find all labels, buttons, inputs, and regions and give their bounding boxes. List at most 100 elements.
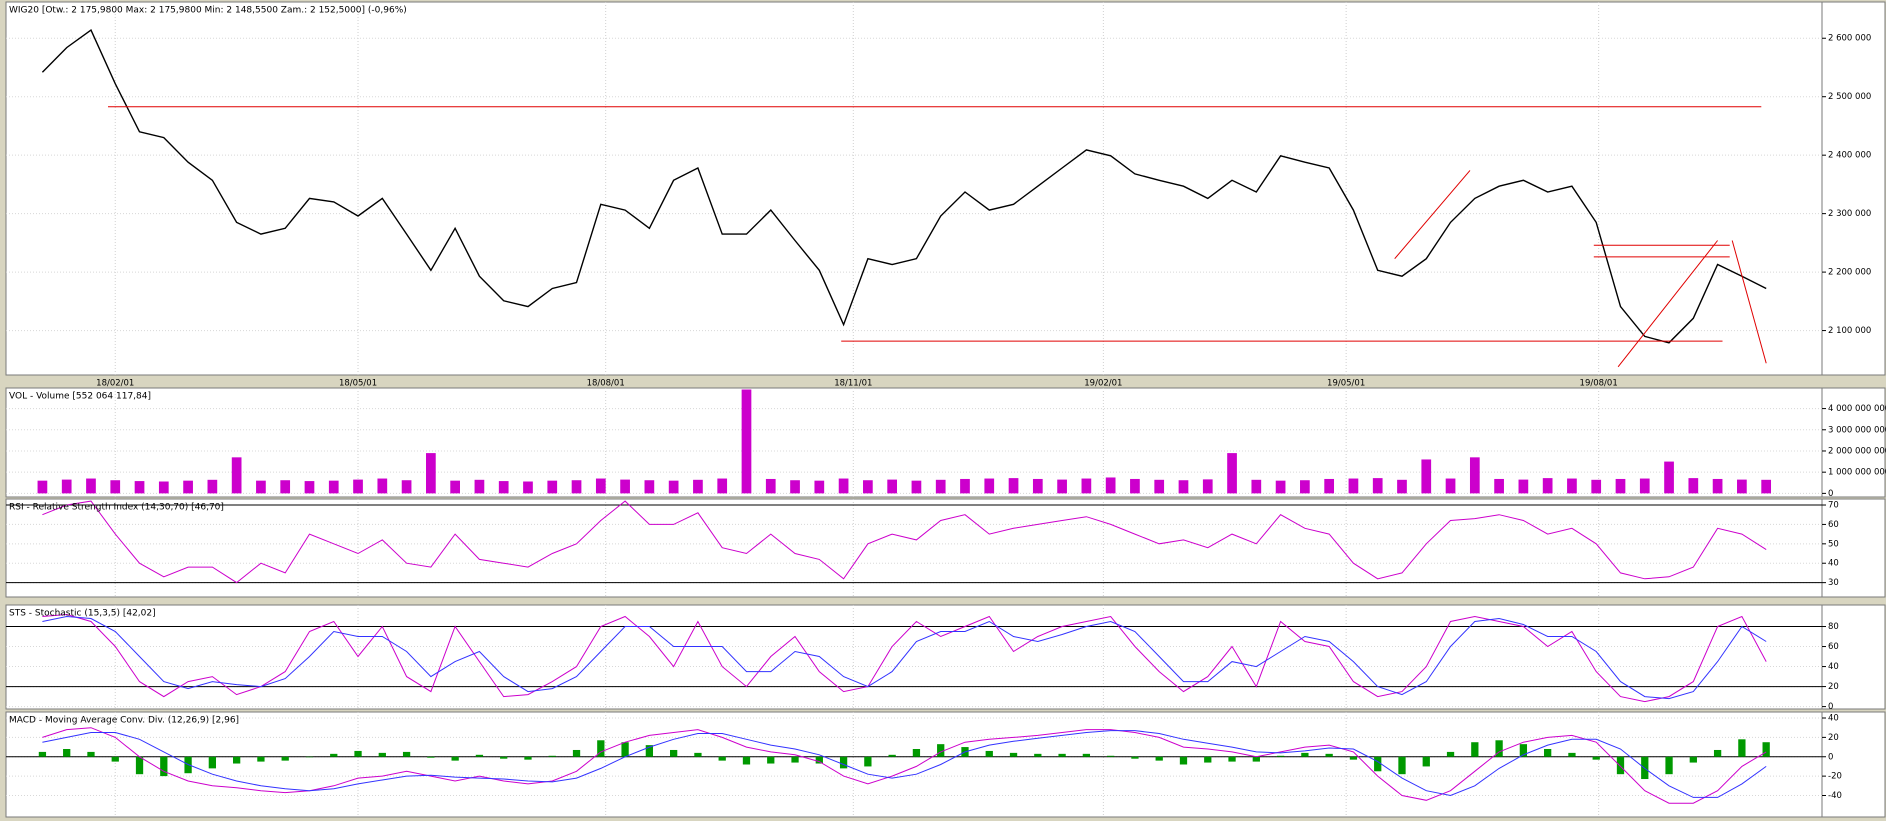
histogram-bar — [864, 756, 872, 767]
y-tick-label: 80 — [1828, 622, 1839, 632]
panel — [5, 1, 1823, 376]
histogram-bar — [767, 756, 775, 764]
histogram-bar — [1689, 756, 1697, 763]
histogram-bar — [815, 756, 823, 764]
x-tick-label: 18/05/01 — [339, 379, 377, 389]
histogram-bar — [1762, 742, 1770, 757]
histogram-bar — [427, 756, 435, 758]
panel-title: STS - Stochastic (15,3,5) [42,02] — [9, 609, 156, 619]
histogram-bar — [1349, 756, 1358, 760]
volume-bar — [863, 480, 873, 494]
histogram-bar — [1665, 756, 1673, 775]
volume-bar — [1397, 479, 1407, 494]
histogram-bar — [742, 756, 751, 765]
volume-bar — [1712, 478, 1723, 494]
histogram-bar — [718, 756, 726, 761]
axis-area — [1821, 604, 1886, 710]
volume-bar — [1300, 480, 1310, 494]
panel — [5, 711, 1823, 818]
histogram-bar — [135, 756, 144, 775]
volume-bar — [183, 480, 193, 494]
histogram-bar — [912, 749, 921, 757]
histogram-bar — [1471, 742, 1479, 757]
y-tick-label: 40 — [1828, 662, 1839, 672]
y-tick-label: 40 — [1828, 714, 1839, 724]
volume-bar — [1518, 479, 1529, 494]
volume-bar — [110, 480, 121, 494]
histogram-bar — [354, 750, 362, 757]
volume-bar — [1591, 479, 1602, 494]
histogram-bar — [475, 754, 484, 757]
x-tick-label: 18/08/01 — [587, 379, 625, 389]
volume-bar — [1008, 478, 1019, 494]
volume-bar — [1445, 478, 1456, 494]
y-tick-label: 0 — [1828, 702, 1833, 712]
volume-bar — [547, 480, 558, 494]
histogram-bar — [1713, 749, 1722, 757]
histogram-bar — [330, 753, 338, 757]
histogram-bar — [281, 756, 289, 761]
series-line — [42, 727, 1767, 804]
panel — [5, 604, 1823, 710]
y-tick-label: 0 — [1828, 489, 1833, 499]
volume-bar — [1761, 479, 1772, 494]
histogram-bar — [500, 756, 508, 759]
trend-line — [1617, 240, 1718, 368]
histogram-bar — [1398, 756, 1406, 775]
volume-bar — [134, 481, 145, 494]
volume-bar — [1275, 480, 1286, 494]
volume-bar — [1251, 479, 1262, 494]
histogram-bar — [1082, 753, 1091, 757]
volume-bar — [1348, 478, 1359, 494]
volume-bar — [86, 478, 96, 494]
volume-bar — [1469, 457, 1480, 494]
x-tick-label: 19/02/01 — [1084, 379, 1122, 389]
y-tick-label: 2 300 000 — [1828, 209, 1871, 219]
histogram-bar — [791, 756, 799, 763]
y-tick-label: 20 — [1828, 682, 1839, 692]
volume-bar — [280, 480, 291, 494]
volume-bar — [717, 478, 728, 494]
x-tick-label: 18/11/01 — [834, 379, 872, 389]
volume-bar — [1324, 478, 1335, 494]
volume-bar — [61, 479, 72, 494]
y-tick-label: -40 — [1828, 791, 1842, 801]
histogram-bar — [1276, 755, 1285, 757]
volume-bar — [887, 479, 898, 494]
histogram-bar — [1495, 740, 1503, 757]
panel-title: WIG20 [Otw.: 2 175,9800 Max: 2 175,9800 … — [9, 6, 407, 16]
histogram-bar — [1738, 739, 1746, 757]
volume-bar — [353, 479, 363, 494]
volume-bar — [158, 481, 169, 494]
series-line — [42, 500, 1767, 584]
volume-bar — [960, 478, 970, 494]
histogram-bar — [305, 756, 314, 758]
volume-bar — [1227, 453, 1237, 494]
volume-bar — [1615, 478, 1626, 494]
histogram-bar — [1544, 749, 1552, 757]
volume-bar — [644, 480, 655, 494]
histogram-bar — [621, 742, 629, 757]
histogram-bar — [937, 744, 945, 757]
histogram-bar — [670, 749, 678, 757]
histogram-bar — [1301, 752, 1309, 757]
y-tick-label: 40 — [1828, 559, 1839, 569]
volume-bar — [1421, 459, 1432, 494]
histogram-bar — [1325, 753, 1333, 757]
volume-bar — [765, 478, 776, 494]
volume-bar — [1105, 477, 1116, 494]
volume-bar — [401, 480, 412, 494]
volume-bar — [693, 479, 703, 494]
series-line — [42, 613, 1767, 703]
histogram-bar — [1568, 752, 1576, 757]
volume-bar — [814, 480, 825, 494]
histogram-bar — [1228, 756, 1236, 762]
y-tick-label: 2 200 000 — [1828, 268, 1871, 278]
histogram-bar — [572, 749, 581, 757]
histogram-bar — [1131, 756, 1139, 759]
volume-bar — [523, 481, 533, 494]
histogram-bar — [1155, 756, 1163, 761]
histogram-bar — [694, 752, 702, 757]
panel-title: MACD - Moving Average Conv. Div. (12,26,… — [9, 716, 239, 726]
